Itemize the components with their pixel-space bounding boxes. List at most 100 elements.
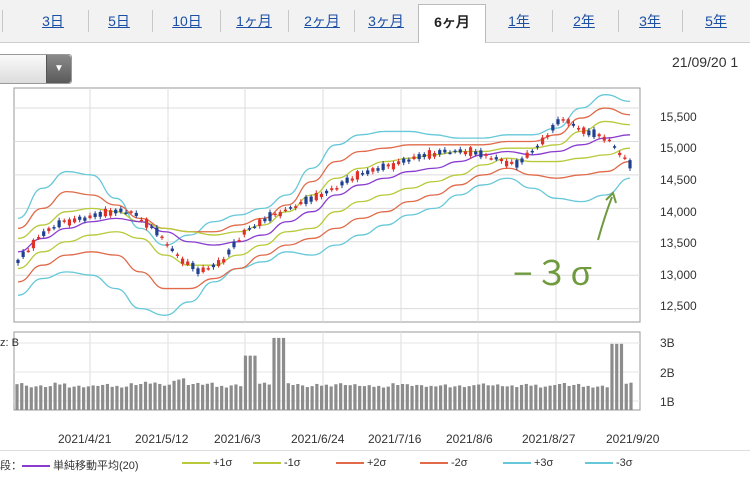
legend-label: -3σ [616, 457, 633, 469]
candle-body [57, 220, 61, 228]
candle-body [360, 173, 365, 175]
volume-bar [448, 387, 452, 410]
volume-bar [358, 385, 362, 410]
volume-bar [105, 383, 110, 410]
volume-bar [343, 385, 348, 410]
tab-10-days[interactable]: 10日 [172, 13, 202, 29]
volume-bar [243, 355, 248, 410]
volume-bar [538, 387, 543, 410]
candle-body [196, 268, 200, 274]
x-tick: 2021/5/12 [135, 432, 189, 446]
volume-bar [291, 385, 295, 410]
chart-legend: 段： 単純移動平均(20) +1σ -1σ +2σ -2σ +3σ -3σ [0, 450, 750, 487]
candle-body [62, 220, 66, 222]
volume-unit-label: z: B [0, 337, 19, 349]
volume-bar [391, 383, 395, 410]
period-tabs: 3日 5日 10日 1ヶ月 2ヶ月 3ヶ月 6ヶ月 1年 2年 3年 5年 [0, 0, 750, 43]
volume-bar [277, 337, 281, 410]
candle-body [330, 188, 334, 191]
volume-bar [272, 337, 276, 410]
tab-3-days[interactable]: 3日 [42, 13, 64, 29]
x-tick: 2021/8/27 [522, 432, 576, 446]
volume-bar [210, 382, 214, 410]
volume-bar [220, 385, 224, 410]
tab-separator [88, 10, 89, 32]
chevron-down-icon[interactable]: ▼ [46, 55, 71, 83]
candle-body [191, 262, 195, 270]
tab-5-days[interactable]: 5日 [108, 13, 130, 29]
volume-bar [505, 386, 509, 410]
volume-bar [362, 386, 367, 410]
tab-6-months[interactable]: 6ヶ月 [418, 4, 486, 43]
volume-bar [434, 386, 438, 410]
candle-body [515, 160, 519, 168]
volume-bar [367, 385, 371, 410]
volume-bar [629, 382, 633, 410]
volume-bar [24, 385, 29, 410]
legend-plus2: +2σ [336, 457, 386, 469]
volume-bar [305, 387, 309, 410]
candle-body [247, 228, 252, 230]
volume-bar [134, 385, 138, 410]
candle-body [340, 181, 344, 186]
volume-bar [162, 385, 167, 410]
volume-bar [148, 383, 152, 410]
tab-2-years[interactable]: 2年 [573, 13, 595, 29]
volume-bar [67, 387, 71, 410]
volume-bar [248, 355, 252, 410]
volume-bar [129, 383, 133, 410]
volume-bar [143, 381, 148, 410]
tab-3-years[interactable]: 3年 [639, 13, 661, 29]
candle-body [474, 151, 478, 155]
candle-body [52, 227, 56, 229]
legend-label: -2σ [451, 457, 468, 469]
volume-bar [405, 384, 409, 410]
candle-body [103, 208, 108, 217]
indicator-select[interactable]: ▼ [0, 54, 72, 84]
x-tick: 2021/6/3 [214, 432, 261, 446]
volume-bar [262, 382, 267, 410]
candle-body [566, 119, 570, 124]
candle-body [453, 150, 457, 153]
candle-body [263, 218, 267, 222]
volume-tick: 3B [660, 336, 675, 350]
candle-body [83, 217, 87, 221]
tab-1-year[interactable]: 1年 [508, 13, 530, 29]
candle-body [366, 170, 370, 175]
volume-bar [496, 384, 500, 410]
tab-3-months[interactable]: 3ヶ月 [368, 13, 404, 29]
candle-body [412, 156, 416, 160]
candle-body [494, 157, 498, 160]
plus-3-sigma-line [17, 94, 631, 246]
candle-body [222, 259, 226, 263]
candle-body [530, 150, 534, 153]
x-tick: 2021/6/24 [291, 432, 345, 446]
tab-separator [618, 10, 619, 32]
tab-5-years[interactable]: 5年 [705, 13, 727, 29]
tab-1-month[interactable]: 1ヶ月 [236, 13, 272, 29]
volume-bar [605, 387, 609, 410]
candle-body [201, 267, 205, 273]
candle-body [180, 258, 185, 264]
volume-bar [229, 385, 233, 410]
volume-bar [486, 385, 490, 410]
volume-bar [381, 387, 386, 410]
volume-bar [224, 387, 229, 410]
y-tick: 14,000 [660, 205, 697, 219]
volume-bar [234, 384, 238, 410]
volume-bar [553, 385, 557, 410]
volume-bar [15, 384, 19, 410]
legend-plus1: +1σ [182, 457, 232, 469]
candle-body [407, 159, 411, 162]
volume-bar [43, 387, 48, 410]
volume-bar [377, 385, 381, 410]
volume-bar [515, 387, 519, 410]
volume-bar [500, 386, 505, 410]
tab-2-months[interactable]: 2ヶ月 [304, 13, 340, 29]
volume-bar [615, 343, 619, 410]
candle-body [67, 219, 72, 226]
volume-bar [491, 385, 495, 410]
candle-body [237, 240, 241, 242]
volume-bar [258, 383, 262, 410]
candle-body [314, 192, 318, 201]
